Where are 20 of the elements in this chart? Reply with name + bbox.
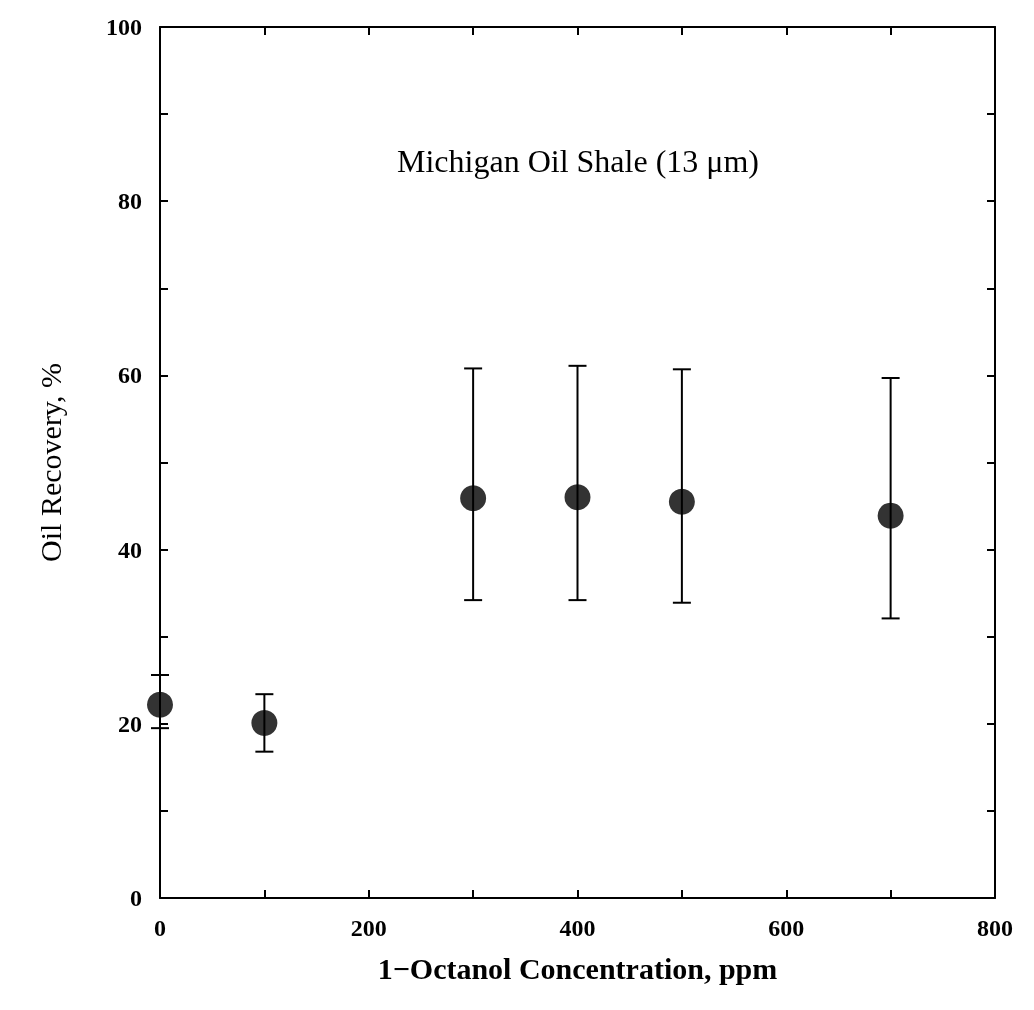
y-tick-label: 20: [118, 710, 142, 737]
x-tick-label: 200: [350, 915, 387, 941]
y-tick-label: 0: [130, 885, 142, 911]
point: [251, 709, 278, 736]
y-tick-label: 100: [106, 14, 142, 40]
x-tick-label: 400: [559, 915, 596, 941]
point: [564, 484, 591, 511]
x-axis-title: 1−Octanol Concentration, ppm: [377, 951, 778, 985]
x-tick-label: 800: [977, 915, 1013, 941]
annotation: Michigan Oil Shale (13 μm): [397, 143, 759, 179]
point: [460, 485, 487, 512]
y-tick-label: 40: [118, 536, 142, 563]
point: [877, 502, 904, 529]
y-tick-label: 80: [118, 188, 142, 215]
y-axis-title: Oil Recovery, %: [33, 363, 67, 562]
x-tick-label: 0: [154, 915, 166, 941]
point: [668, 488, 695, 515]
y-tick-label: 60: [118, 362, 142, 389]
point: [147, 691, 173, 718]
x-tick-label: 600: [768, 915, 805, 941]
